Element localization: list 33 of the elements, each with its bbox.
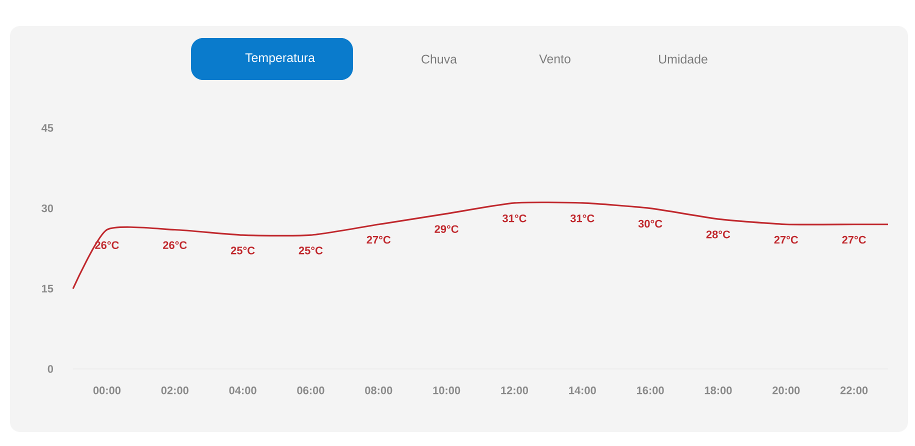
x-tick-label: 00:00: [93, 386, 121, 394]
data-label: 27°C: [842, 236, 866, 244]
text: Temperatura: [245, 53, 315, 65]
x-tick-label: 14:00: [569, 386, 596, 394]
x-tick-label: 22:00: [840, 386, 868, 394]
data-label: 29°C: [434, 225, 458, 233]
data-label: 25°C: [298, 246, 323, 254]
text: Umidade: [659, 54, 708, 64]
x-tick-label: 18:00: [704, 386, 732, 394]
data-label: 27°C: [774, 236, 798, 244]
text: Chuva: [422, 54, 457, 64]
x-tick-label: 10:00: [433, 386, 460, 394]
y-tick-label: 30: [42, 204, 54, 212]
data-label: 31°C: [570, 214, 594, 222]
data-label: 26°C: [95, 241, 119, 250]
text: Vento: [539, 54, 570, 64]
data-label: 31°C: [502, 214, 526, 222]
x-tick-label: 16:00: [636, 386, 664, 394]
data-label: 28°C: [706, 230, 730, 238]
y-tick-label: 0: [48, 365, 54, 373]
y-tick-label: 15: [42, 284, 54, 292]
data-label: 30°C: [638, 220, 662, 228]
x-tick-label: 20:00: [772, 386, 800, 394]
line-series: [72, 202, 889, 290]
data-label: 27°C: [366, 236, 391, 244]
x-tick-label: 02:00: [161, 386, 188, 394]
y-tick-label: 45: [41, 124, 54, 132]
data-label: 26°C: [163, 241, 187, 250]
x-tick-label: 08:00: [365, 386, 392, 394]
x-tick-label: 12:00: [501, 386, 528, 394]
data-label: 25°C: [230, 246, 255, 254]
x-tick-label: 06:00: [297, 386, 324, 394]
x-tick-label: 04:00: [229, 386, 256, 394]
